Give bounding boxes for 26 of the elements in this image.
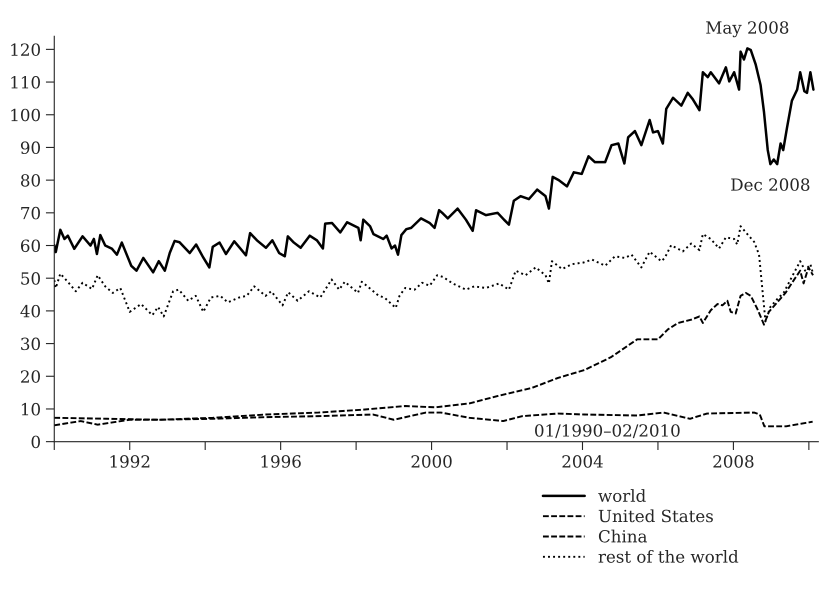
y-tick-label: 50 [21,272,40,285]
x-tick-label: 2008 [713,455,754,468]
x-tick-label: 2000 [411,455,452,468]
y-tick-label: 60 [20,239,40,252]
x-tick-label: 2004 [562,455,603,468]
annotation: Dec 2008 [731,178,810,191]
y-tick-label: 30 [21,338,40,350]
x-tick-label: 1996 [261,455,301,468]
annotation: 01/1990–02/2010 [535,424,680,438]
y-tick-label: 90 [20,141,40,154]
y-tick-label: 100 [11,108,40,122]
legend-label: United States [598,509,713,522]
x-tick-label: 1992 [110,455,150,468]
y-tick-label: 10 [22,402,40,416]
line-series [54,47,815,274]
y-tick-label: 20 [21,370,40,383]
y-tick-label: 110 [11,76,40,89]
y-tick-label: 120 [11,43,40,56]
y-tick-label: 80 [20,174,40,187]
y-tick-label: 70 [21,206,40,220]
legend-label: China [598,530,647,543]
y-tick-label: 40 [20,304,40,318]
annotation: May 2008 [706,21,788,38]
legend-label: rest of the world [598,550,738,563]
legend-label: world [598,489,646,502]
y-tick-label: 0 [32,436,40,448]
